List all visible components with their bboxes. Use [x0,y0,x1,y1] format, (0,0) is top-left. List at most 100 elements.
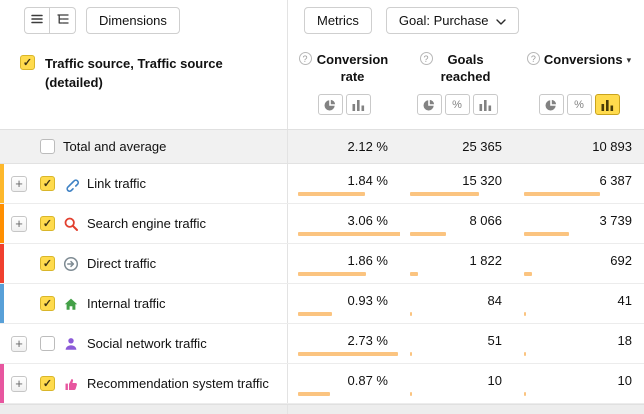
pie-chart-toggle[interactable] [538,94,564,115]
home-icon [63,296,79,312]
value-bar [410,272,419,276]
sort-conversion-rate[interactable]: ? Conversion rate [298,52,390,88]
row-name-cell: + ✓ Link traffic [0,164,288,203]
expand-button[interactable]: + [11,175,27,192]
goals-reached-cell: 1 822 [400,244,514,283]
toolbar-right: Metrics Goal: Purchase [288,0,644,40]
table-row: + ✓ Direct traffic 1.86 % 1 822 692 [0,244,644,284]
column-header-conversions: ? Conversions ▾ % [514,40,644,129]
dimensions-button[interactable]: Dimensions [86,6,180,34]
percent-toggle[interactable]: % [566,94,592,115]
help-icon[interactable]: ? [526,52,540,65]
expander-slot: + [6,215,32,232]
percent-glyph: % [452,98,462,111]
view-mode-switch [24,6,76,34]
dimension-title: Traffic source, Traffic source (detailed… [45,56,223,90]
direct-arrow-icon [63,256,79,272]
row-label: Link traffic [87,176,147,191]
tree-icon [55,11,71,30]
percent-toggle[interactable]: % [444,94,470,115]
cell-value: 3.06 % [347,213,388,228]
sort-goals-reached[interactable]: ? Goals reached [419,52,495,88]
cell-value: 2.12 % [347,139,388,154]
conversions-cell: 692 [514,244,644,283]
conversion-rate-cell: 1.84 % [288,164,400,203]
row-checkbox[interactable]: ✓ [40,256,55,271]
conversion-rate-cell: 0.93 % [288,284,400,323]
goals-reached-view-toggles: % [416,94,498,115]
conversions-cell: 6 387 [514,164,644,203]
cell-value: 1 822 [469,253,502,268]
cell-value: 0.87 % [347,373,388,388]
row-label: Social network traffic [87,336,207,351]
row-checkbox[interactable]: ✓ [40,296,55,311]
footer-name-spacer [0,405,288,414]
goals-reached-cell: 51 [400,324,514,363]
row-label: Internal traffic [87,296,166,311]
value-bar [298,392,330,396]
toolbar: Dimensions Metrics Goal: Purchase [0,0,644,40]
cell-value: 2.73 % [347,333,388,348]
row-checkbox[interactable] [40,139,55,154]
conversion-rate-view-toggles [317,94,371,115]
expand-button[interactable]: + [11,375,27,392]
row-checkbox[interactable]: ✓ [40,176,55,191]
expand-button[interactable]: + [11,335,27,352]
expander-slot: + [6,375,32,392]
value-bar [410,392,412,396]
pie-chart-toggle[interactable] [416,94,442,115]
row-name-cell: + ✓ Search engine traffic [0,204,288,243]
column-title: Conversions [543,52,623,67]
row-checkbox[interactable]: ✓ [40,216,55,231]
bar-chart-toggle[interactable] [472,94,498,115]
bar-chart-toggle-selected[interactable] [594,94,620,115]
cell-value: 10 [617,373,632,388]
table-row: + Social network traffic 2.73 % 51 18 [0,324,644,364]
list-view-button[interactable] [24,6,50,34]
pie-chart-toggle[interactable] [317,94,343,115]
sort-conversions[interactable]: ? Conversions ▾ [526,52,631,88]
value-bar [524,352,526,356]
bar-chart-toggle[interactable] [345,94,371,115]
conversions-cell: 10 [514,364,644,403]
value-bar [524,312,526,316]
list-icon [29,11,45,30]
tree-view-button[interactable] [50,6,76,34]
expander-slot: + [6,256,32,272]
table-row: + ✓ Recommendation system traffic 0.87 %… [0,364,644,404]
link-icon [63,176,79,192]
chevron-down-icon [495,13,506,28]
value-bar [524,232,569,236]
conversion-rate-cell: 2.12 % [288,130,400,163]
conversions-cell: 41 [514,284,644,323]
row-color-strip [0,244,4,283]
row-name-cell: + ✓ Internal traffic [0,284,288,323]
column-title: Conversion rate [316,52,389,84]
row-label: Total and average [63,139,167,154]
table-row: + ✓ Search engine traffic 3.06 % 8 066 3… [0,204,644,244]
expander-slot: + [6,175,32,192]
value-bar [410,352,412,356]
metrics-button[interactable]: Metrics [304,6,372,34]
thumbs-up-icon [63,376,79,392]
expander-slot: + [6,296,32,312]
table-header: ✓ Traffic source, Traffic source (detail… [0,40,644,130]
row-color-strip [0,204,4,243]
goal-selector[interactable]: Goal: Purchase [385,6,519,34]
conversions-cell: 10 893 [514,130,644,163]
help-icon[interactable]: ? [419,52,433,65]
row-label: Search engine traffic [87,216,206,231]
goals-reached-cell: 8 066 [400,204,514,243]
help-icon[interactable]: ? [298,52,312,65]
cell-value: 10 [487,373,502,388]
value-bar [524,192,601,196]
row-checkbox[interactable] [40,336,55,351]
expand-button[interactable]: + [11,215,27,232]
column-header-conversion-rate: ? Conversion rate [288,40,400,129]
row-checkbox[interactable]: ✓ [40,376,55,391]
value-bar [298,352,398,356]
toolbar-left: Dimensions [0,0,288,40]
row-color-strip [0,324,4,363]
row-name-cell: Total and average [0,130,288,163]
select-all-checkbox[interactable]: ✓ [20,55,35,70]
